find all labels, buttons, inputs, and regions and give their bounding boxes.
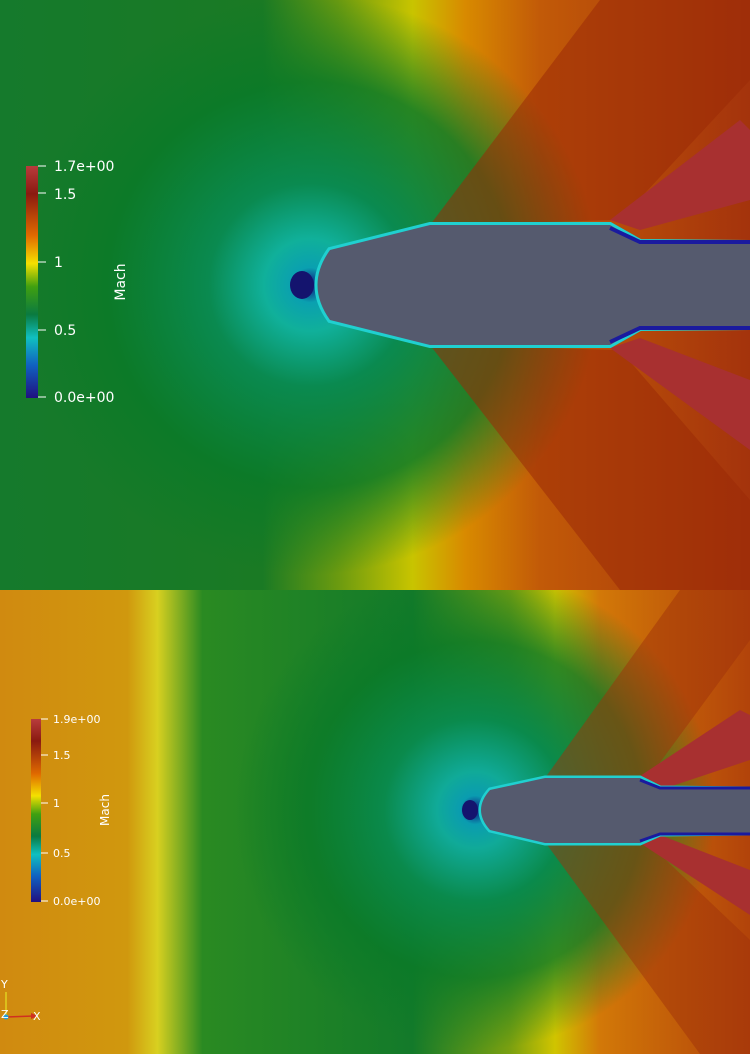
top-colorbar-tick-label: 1 bbox=[54, 255, 63, 271]
top-lower-expansion bbox=[430, 345, 750, 590]
axis-x-label: X bbox=[33, 1010, 41, 1023]
top-colorbar-tick-label: 0.5 bbox=[54, 323, 76, 339]
axes-triad: Y Z X bbox=[0, 978, 41, 1023]
axis-z-label: Z bbox=[1, 1008, 9, 1021]
bottom-colorbar-tick-label: 0.0e+00 bbox=[53, 895, 100, 908]
bottom-colorbar-title: Mach bbox=[98, 794, 112, 826]
axis-y-label: Y bbox=[0, 978, 8, 991]
bottom-upper-shock bbox=[640, 710, 750, 790]
bottom-colorbar-tick-label: 1 bbox=[53, 797, 60, 810]
bottom-colorbar-ticks bbox=[41, 718, 48, 902]
bottom-colorbar-gradient bbox=[31, 719, 41, 902]
top-upper-shock bbox=[610, 120, 750, 230]
axis-x-line bbox=[5, 1015, 35, 1018]
bottom-lower-shock bbox=[640, 835, 750, 915]
bottom-lower-expansion bbox=[545, 842, 750, 1054]
top-colorbar-ticks bbox=[38, 165, 46, 398]
bottom-stagnation-point bbox=[462, 800, 478, 820]
bottom-upper-expansion bbox=[545, 590, 750, 778]
bottom-colorbar-tick-label: 1.5 bbox=[53, 749, 71, 762]
top-colorbar: 1.7e+00 1.5 1 0.5 0.0e+00 Mach bbox=[26, 159, 129, 406]
top-upper-expansion bbox=[430, 0, 750, 225]
top-colorbar-gradient bbox=[26, 166, 38, 398]
bottom-boundary-layer-lower bbox=[639, 832, 750, 843]
top-boundary-layer-upper bbox=[609, 226, 750, 244]
bottom-body bbox=[481, 778, 750, 843]
top-colorbar-tick-label: 0.0e+00 bbox=[54, 390, 114, 406]
top-colorbar-title: Mach bbox=[113, 263, 129, 300]
top-lower-shock bbox=[610, 338, 750, 450]
axis-x-arrowhead bbox=[31, 1013, 38, 1019]
top-colorbar-tick-label: 1.7e+00 bbox=[54, 159, 114, 175]
bottom-colorbar-tick-label: 0.5 bbox=[53, 847, 71, 860]
bottom-boundary-layer-upper bbox=[639, 778, 750, 790]
axis-z-dot bbox=[3, 1014, 9, 1020]
top-body bbox=[317, 225, 750, 345]
top-colorbar-tick-label: 1.5 bbox=[54, 187, 76, 203]
top-panel bbox=[0, 0, 750, 590]
top-boundary-layer-lower bbox=[609, 326, 750, 344]
top-stagnation-point bbox=[290, 271, 314, 299]
bottom-panel bbox=[0, 590, 750, 1054]
bottom-colorbar-tick-label: 1.9e+00 bbox=[53, 713, 100, 726]
bottom-colorbar: 1.9e+00 1.5 1 0.5 0.0e+00 Mach bbox=[31, 713, 112, 908]
